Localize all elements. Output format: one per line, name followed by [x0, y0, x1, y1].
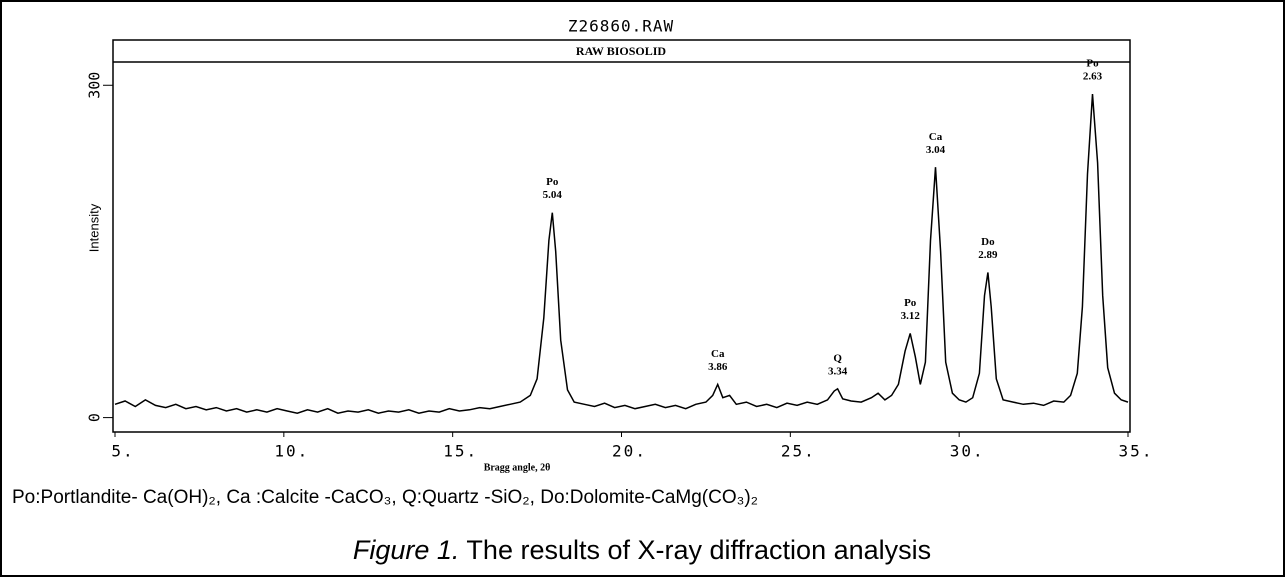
- annotation-phase: Po: [546, 176, 559, 188]
- chart-subtitle: RAW BIOSOLID: [576, 44, 666, 58]
- annotation-phase: Po: [904, 297, 917, 309]
- x-tick-label: 35.: [1119, 442, 1154, 461]
- caption: Figure 1. The results of X-ray diffracti…: [353, 535, 931, 565]
- y-axis-label: Intensity: [86, 203, 101, 252]
- y-tick-label: 300: [86, 72, 104, 99]
- annotation-phase: Ca: [929, 131, 943, 143]
- x-tick-label: 20.: [612, 442, 647, 461]
- annotation-d-spacing: 2.89: [978, 249, 998, 261]
- annotation-phase: Do: [981, 236, 995, 248]
- x-axis-label: Bragg angle, 2θ: [484, 462, 551, 473]
- y-tick-label: 0: [86, 413, 104, 422]
- data-line: [114, 94, 1129, 414]
- annotation-phase: Po: [1086, 58, 1099, 70]
- x-tick-label: 15.: [443, 442, 478, 461]
- legend-text: Po:Portlandite- Ca(OH)₂, Ca :Calcite -Ca…: [12, 487, 758, 508]
- annotation-d-spacing: 2.63: [1083, 71, 1103, 83]
- chart-title: Z26860.RAW: [568, 17, 674, 36]
- annotation-d-spacing: 3.34: [828, 365, 848, 377]
- annotation-d-spacing: 3.12: [901, 310, 921, 322]
- annotation-phase: Ca: [711, 348, 725, 360]
- annotation-d-spacing: 3.86: [708, 361, 728, 373]
- x-tick-label: 25.: [781, 442, 816, 461]
- x-tick-label: 5.: [111, 442, 134, 461]
- annotation-phase: Q: [833, 352, 842, 364]
- plot-frame: [112, 39, 1131, 433]
- x-tick-label: 30.: [950, 442, 985, 461]
- caption-text: The results of X-ray diffraction analysi…: [459, 535, 931, 565]
- annotation-d-spacing: 5.04: [543, 189, 563, 201]
- caption-label: Figure 1.: [353, 535, 460, 565]
- x-tick-label: 10.: [274, 442, 309, 461]
- annotation-d-spacing: 3.04: [926, 144, 946, 156]
